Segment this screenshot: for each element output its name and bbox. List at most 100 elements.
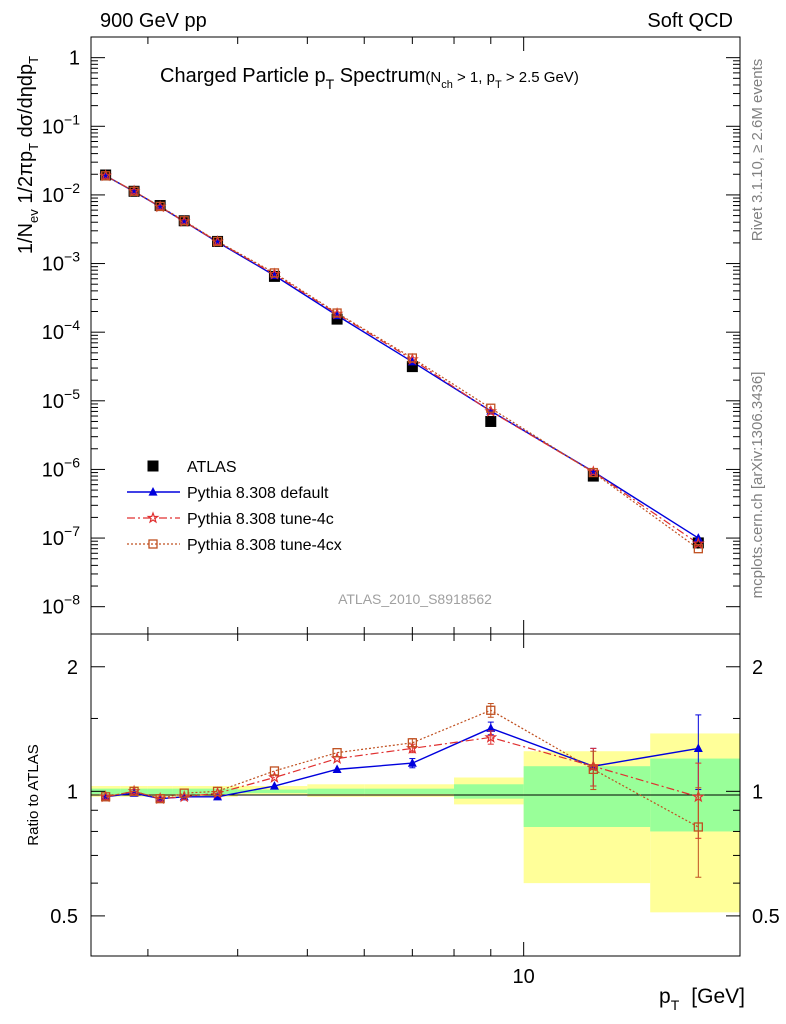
series-line-1 [105, 175, 699, 539]
data-point-s3 [269, 268, 280, 278]
y-tick-label: 10−7 [42, 523, 80, 550]
data-point-s0 [406, 361, 418, 373]
y-tick-exp: −7 [64, 523, 80, 539]
y-tick-label: 10−4 [42, 317, 80, 344]
data-point-s3 [693, 544, 703, 554]
y-tick-base: 10 [42, 391, 64, 413]
y-tick-base: 10 [42, 459, 64, 481]
data-point-s3 [212, 236, 223, 247]
y-tick-label: 1 [69, 48, 80, 70]
ratio-y-axis-label: Ratio to ATLAS [25, 744, 42, 845]
data-point-s3 [486, 403, 496, 413]
ratio-point-s3 [179, 788, 189, 798]
data-point-s3 [588, 467, 598, 478]
atlas-band-inner [147, 788, 173, 795]
title-main-sub: T [326, 76, 335, 92]
atlas-band-inner [364, 788, 455, 795]
legend-label-2: Pythia 8.308 tune-4c [187, 511, 334, 528]
ylabel-c: dσ/dηdp [15, 64, 37, 143]
ratio-point-s1 [486, 723, 496, 732]
x-tick-label: 10 [513, 966, 535, 988]
y-tick-label: 10−5 [42, 386, 80, 413]
y-tick-label: 10−2 [42, 180, 80, 207]
chart-title: Charged Particle pT Spectrum(Nch > 1, pT… [160, 65, 579, 92]
legend-marker-0 [147, 460, 159, 472]
legend-label-3: Pythia 8.308 tune-4cx [187, 537, 342, 554]
ratio-point-s3 [693, 822, 703, 832]
y-tick-exp: −1 [64, 111, 80, 127]
ratio-point-s3 [588, 764, 598, 775]
spectrum-panel: 110−110−210−310−410−510−610−710−8 [42, 36, 741, 635]
y-tick-base: 10 [42, 322, 64, 344]
ratio-tick-label: 1 [67, 781, 78, 803]
ratio-point-s1 [213, 791, 223, 801]
ylabel-a: 1/N [15, 223, 37, 254]
data-point-s3 [407, 353, 417, 363]
legend-label-1: Pythia 8.308 default [187, 485, 329, 502]
title-main-tail: Spectrum [334, 65, 425, 87]
top-y-axis-label: 1/Nev 1/2πpT dσ/dηdpT [15, 56, 41, 254]
ratio-point-s2 [484, 730, 498, 743]
title-main: Charged Particle p [160, 65, 326, 87]
title-cut-nsub: ch [441, 79, 453, 91]
category-label: Soft QCD [647, 10, 733, 32]
ratio-point-s1 [269, 781, 279, 790]
data-point-s3 [129, 186, 139, 196]
ylabel-b-sub: T [26, 143, 41, 151]
atlas-band-inner [454, 784, 524, 799]
y-tick-label: 10−8 [42, 592, 80, 619]
title-cut-tail: > 2.5 GeV) [502, 69, 579, 86]
legend-label-0: ATLAS [187, 459, 237, 476]
atlas-band-inner [237, 789, 308, 794]
y-tick-exp: −2 [64, 180, 80, 196]
ylabel-b: 1/2πp [15, 151, 37, 209]
xlabel-sub: T [671, 997, 680, 1013]
ratio-point-s3 [407, 738, 417, 748]
data-point-s0 [331, 313, 343, 325]
atlas-band-inner [307, 788, 365, 795]
y-tick-label: 10−6 [42, 454, 80, 481]
ratio-tick-label-right: 0.5 [752, 906, 780, 928]
ratio-point-s2 [330, 751, 344, 765]
y-tick-label: 10−1 [42, 111, 80, 138]
ylabel-c-sub: T [26, 56, 41, 64]
legend-marker-2 [146, 511, 160, 524]
ratio-line-3 [105, 709, 699, 828]
ratio-point-s3 [212, 786, 223, 796]
ratio-point-s3 [155, 794, 165, 804]
atlas-band-inner [523, 766, 651, 827]
data-point-s2 [691, 536, 705, 550]
analysis-id: ATLAS_2010_S8918562 [338, 591, 492, 607]
ratio-tick-label: 2 [67, 657, 78, 679]
series-line-3 [105, 175, 699, 550]
y-tick-exp: −4 [64, 317, 80, 333]
y-tick-exp: −8 [64, 592, 80, 608]
data-point-s0 [485, 415, 497, 427]
y-tick-exp: −6 [64, 454, 80, 470]
y-tick-base: 10 [42, 597, 64, 619]
energy-label: 900 GeV pp [100, 10, 207, 32]
data-point-s0 [692, 537, 704, 549]
y-tick-base: 10 [42, 528, 64, 550]
ratio-point-s3 [486, 705, 496, 715]
mcplots-label: mcplots.cern.ch [arXiv:1306.3436] [749, 372, 766, 599]
ratio-frame [90, 633, 741, 957]
y-tick-exp: −5 [64, 386, 80, 402]
ratio-point-s3 [129, 786, 139, 796]
ratio-point-s1 [407, 758, 417, 767]
title-cut-open: (N [425, 69, 441, 86]
y-tick-base: 10 [42, 185, 64, 207]
x-axis-label: pT [GeV] [659, 985, 745, 1013]
title-cut-psub: T [495, 79, 502, 91]
y-tick-exp: −3 [64, 249, 80, 265]
ratio-panel: 10 2 2 1 1 0.5 0.5 [50, 633, 780, 988]
xlabel-main: p [659, 985, 671, 1008]
ratio-point-s3 [269, 766, 280, 776]
xlabel-unit: [GeV] [691, 985, 745, 1008]
ratio-line-2 [105, 736, 699, 800]
data-point-s3 [155, 201, 165, 212]
y-tick-base: 10 [42, 254, 64, 276]
data-point-s3 [100, 171, 111, 181]
y-tick-base: 10 [42, 116, 64, 138]
